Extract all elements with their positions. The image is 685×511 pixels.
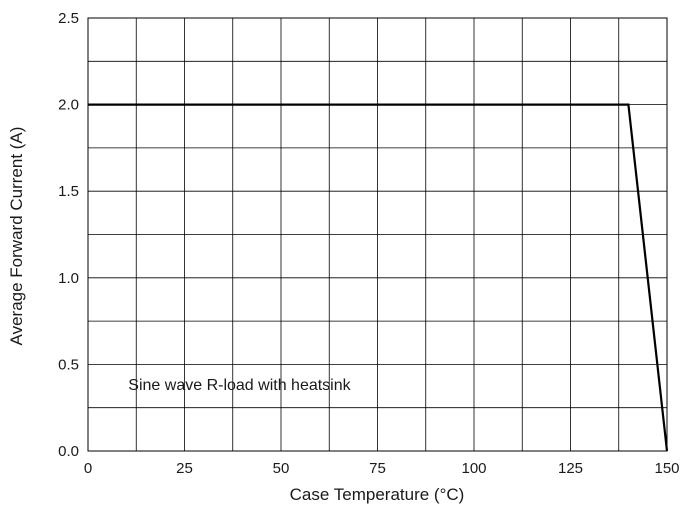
y-axis-label: Average Forward Current (A) xyxy=(7,127,26,346)
series-line xyxy=(88,103,669,452)
chart-annotation: Sine wave R-load with heatsink xyxy=(128,377,351,394)
y-tick-label: 2.0 xyxy=(58,97,79,114)
x-tick-label: 100 xyxy=(461,460,486,477)
plot-frame xyxy=(87,17,668,452)
x-tick-label: 125 xyxy=(558,460,583,477)
y-tick-labels: 0.0 0.5 1.0 1.5 2.0 2.5 xyxy=(58,10,79,460)
series-layer xyxy=(88,103,669,452)
x-tick-label: 0 xyxy=(84,460,92,477)
x-tick-label: 50 xyxy=(273,460,290,477)
x-axis-label: Case Temperature (°C) xyxy=(290,485,465,504)
x-tick-label: 25 xyxy=(176,460,193,477)
grid-lines xyxy=(88,18,667,451)
x-tick-label: 150 xyxy=(654,460,679,477)
y-tick-label: 1.0 xyxy=(58,270,79,287)
y-tick-label: 0.5 xyxy=(58,356,79,373)
y-tick-label: 2.5 xyxy=(58,10,79,27)
y-tick-label: 0.0 xyxy=(58,443,79,460)
x-tick-labels: 0 25 50 75 100 125 150 xyxy=(84,460,680,477)
y-tick-label: 1.5 xyxy=(58,183,79,200)
x-tick-label: 75 xyxy=(369,460,386,477)
